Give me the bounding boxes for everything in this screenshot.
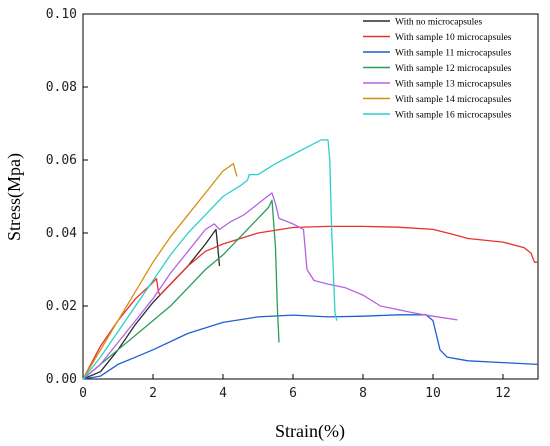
y-tick-label: 0.08	[46, 80, 77, 95]
plot-frame	[82, 13, 539, 380]
legend-label: With sample 13 microcapsules	[395, 80, 512, 90]
x-tick-label: 6	[289, 386, 297, 401]
y-tick-label: 0.02	[46, 299, 77, 314]
x-tick-label: 12	[495, 386, 511, 401]
legend-label: With no microcapsules	[395, 18, 483, 28]
x-tick-label: 4	[219, 386, 227, 401]
x-tick-label: 2	[149, 386, 157, 401]
series-line-4	[82, 199, 280, 380]
series-line-2	[82, 225, 538, 380]
series-line-3	[82, 314, 539, 380]
legend-label: With sample 12 microcapsules	[395, 64, 512, 74]
x-tick-label: 8	[359, 386, 367, 401]
y-tick-label: 0.00	[46, 372, 77, 387]
series-line-1	[82, 228, 221, 380]
y-axis-title: Stress(Mpa)	[4, 153, 25, 241]
legend: With no microcapsules With sample 10 micr…	[363, 18, 512, 121]
series-layer	[82, 139, 539, 380]
x-axis-title: Strain(%)	[275, 421, 345, 442]
legend-label: With sample 10 microcapsules	[395, 33, 512, 43]
y-tick-label: 0.04	[46, 226, 77, 241]
series-line-7	[82, 139, 338, 380]
legend-label: With sample 11 microcapsules	[395, 49, 511, 59]
axis-ticks: 0 2 4 6 8 10 12 0.00 0.02 0.04 0.06 0.08 0.10	[46, 7, 511, 401]
series-line-6	[82, 163, 238, 380]
y-tick-label: 0.06	[46, 153, 77, 168]
y-tick-label: 0.10	[46, 7, 77, 22]
legend-label: With sample 14 microcapsules	[395, 95, 512, 105]
legend-label: With sample 16 microcapsules	[395, 111, 512, 121]
x-tick-label: 0	[79, 386, 87, 401]
series-line-5	[82, 192, 458, 380]
x-tick-label: 10	[425, 386, 441, 401]
